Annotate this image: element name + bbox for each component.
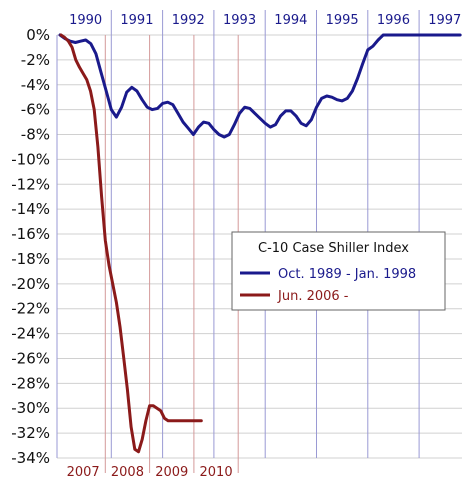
y-tick-label: -28%	[11, 374, 50, 392]
y-tick-label: -8%	[21, 126, 50, 144]
top-axis-label: 1993	[223, 13, 256, 28]
y-tick-label: -14%	[11, 200, 50, 218]
y-tick-label: -26%	[11, 349, 50, 367]
y-tick-label: -20%	[11, 275, 50, 293]
series-line-blue	[58, 33, 462, 139]
legend: C-10 Case Shiller Index Oct. 1989 - Jan.…	[231, 231, 446, 311]
y-tick-label: -22%	[11, 300, 50, 318]
y-tick-label: -16%	[11, 225, 50, 243]
top-axis-label: 1994	[274, 13, 307, 28]
y-tick-label: -32%	[11, 424, 50, 442]
legend-label-blue: Oct. 1989 - Jan. 1998	[278, 267, 416, 282]
top-axis-label: 1992	[172, 13, 205, 28]
bottom-axis-label: 2010	[200, 465, 233, 480]
y-tick-label: -10%	[11, 150, 50, 168]
top-axis-label: 1990	[69, 13, 102, 28]
y-tick-label: -4%	[21, 76, 50, 94]
y-tick-label: -30%	[11, 399, 50, 417]
y-tick-label: -12%	[11, 175, 50, 193]
legend-label-red: Jun. 2006 -	[277, 289, 349, 304]
axis-layer: 0% -2% -4% -6% -8% -10% -12% -14% -16% -18% -20% -2…	[11, 13, 461, 480]
bottom-axis-label: 2007	[67, 465, 100, 480]
top-axis-label: 1991	[120, 13, 153, 28]
y-tick-label: -18%	[11, 250, 50, 268]
y-tick-label: -2%	[21, 51, 50, 69]
series-line-red	[59, 33, 203, 454]
top-axis-label: 1996	[377, 13, 410, 28]
legend-box	[231, 231, 446, 311]
series-layer	[58, 33, 462, 454]
y-tick-label: 0%	[26, 26, 50, 44]
bottom-axis-label: 2008	[111, 465, 144, 480]
legend-title: C-10 Case Shiller Index	[258, 241, 409, 256]
y-tick-label: -24%	[11, 325, 50, 343]
top-axis-label: 1995	[326, 13, 359, 28]
top-axis-label: 1997	[428, 13, 461, 28]
y-tick-label: -34%	[11, 449, 50, 467]
bottom-axis-label: 2009	[155, 465, 188, 480]
y-tick-label: -6%	[21, 101, 50, 119]
